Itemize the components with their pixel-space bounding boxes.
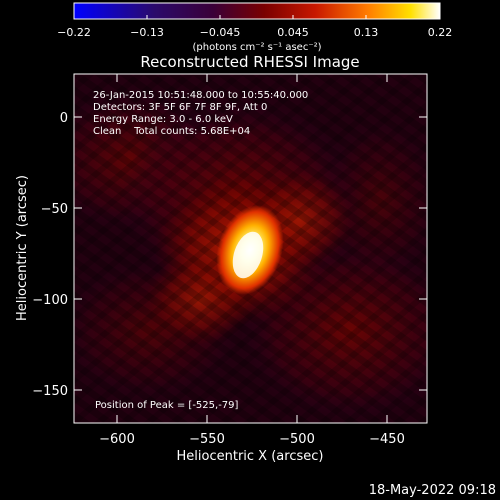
y-tick-label: −50: [41, 202, 68, 217]
colorbar-tick-label: −0.13: [130, 26, 164, 39]
x-tick-label: −550: [189, 432, 225, 447]
x-axis-ticks: [116, 74, 388, 423]
colorbar-gradient: [73, 2, 441, 20]
x-tick-label: −600: [99, 432, 135, 447]
solar-image: [74, 74, 427, 423]
y-tick-label: −150: [32, 384, 68, 399]
info-energy-range: Energy Range: 3.0 - 6.0 keV: [93, 114, 233, 125]
x-axis-label: Heliocentric X (arcsec): [177, 449, 324, 464]
colorbar-unit-label: (photons cm⁻² s⁻¹ asec⁻²): [192, 42, 321, 53]
colorbar-tick-label: 0.045: [277, 26, 309, 39]
colorbar: −0.22 −0.13 −0.045 0.045 0.13 0.22 (phot…: [57, 2, 453, 53]
info-time-range: 26-Jan-2015 10:51:48.000 to 10:55:40.000: [93, 90, 308, 101]
observation-info: 26-Jan-2015 10:51:48.000 to 10:55:40.000…: [93, 90, 308, 137]
y-axis-ticks: [74, 116, 427, 391]
plot-frame: [73, 73, 428, 424]
colorbar-tick-label: 0.13: [354, 26, 379, 39]
info-detectors: Detectors: 3F 5F 6F 7F 8F 9F, Att 0: [93, 102, 267, 113]
peak-position-label: Position of Peak = [-525,-79]: [95, 400, 239, 411]
info-clean-counts: Clean Total counts: 5.68E+04: [93, 126, 250, 137]
footer-date: 18-May-2022 09:18: [369, 483, 496, 498]
y-axis-label: Heliocentric Y (arcsec): [15, 175, 30, 321]
y-tick-label: 0: [60, 111, 68, 126]
x-tick-label: −450: [369, 432, 405, 447]
colorbar-tick-label: −0.22: [57, 26, 91, 39]
colorbar-tick-label: −0.045: [200, 26, 241, 39]
colorbar-tick-label: 0.22: [428, 26, 453, 39]
figure-title: Reconstructed RHESSI Image: [140, 53, 359, 71]
y-tick-label: −100: [32, 293, 68, 308]
x-tick-label: −500: [279, 432, 315, 447]
